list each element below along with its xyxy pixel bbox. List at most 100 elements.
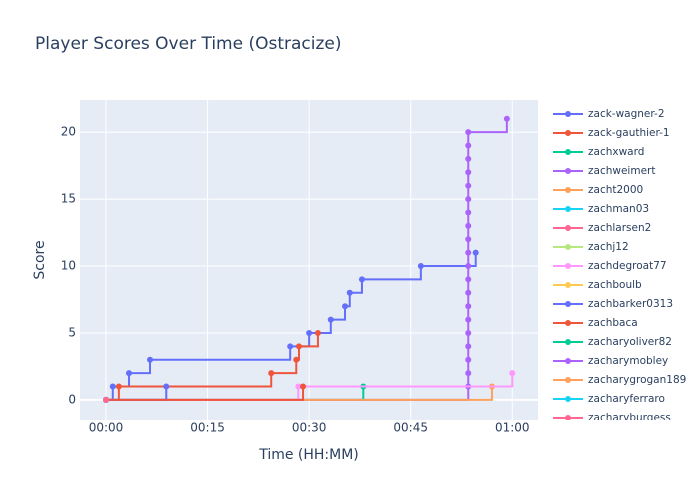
legend-marker [565,377,571,383]
legend-label: zachbaca [588,317,638,329]
legend-item[interactable]: zachweimert [553,165,655,177]
data-point [293,356,300,363]
legend-label: zacharyferraro [588,393,665,405]
legend-item[interactable]: zacharyburgess [553,412,671,424]
legend-marker [565,396,571,402]
data-point [503,115,510,122]
legend-label: zacht2000 [588,184,643,196]
legend-item[interactable]: zacharyoliver82 [553,336,672,348]
data-point [465,303,472,310]
legend-item[interactable]: zachboulb [553,279,642,291]
y-axis-title: Score [32,240,48,279]
legend-marker [565,339,571,345]
legend-marker [565,320,571,326]
legend-item[interactable]: zachman03 [553,203,649,215]
data-point [126,370,133,377]
data-point [465,356,472,363]
data-point [465,249,472,256]
data-point [465,169,472,176]
legend-label: zachlarsen2 [588,222,651,234]
data-point [163,383,170,390]
x-tick-label: 00:45 [393,421,428,435]
legend-label: zachdegroat77 [588,260,667,272]
data-point [509,370,516,377]
legend-item[interactable]: zack-gauthier-1 [553,127,670,139]
data-point [115,383,122,390]
data-point [472,249,479,256]
legend-marker [565,225,571,231]
legend-marker [565,130,571,136]
y-tick-label: 5 [68,325,76,339]
legend-marker [565,168,571,174]
y-tick-label: 0 [68,392,76,406]
chart-title: Player Scores Over Time (Ostracize) [35,34,342,54]
legend-label: zacharyoliver82 [588,336,672,348]
data-point [295,343,302,350]
legend-marker [565,206,571,212]
y-tick-label: 20 [61,125,76,139]
legend-item[interactable]: zachlarsen2 [553,222,651,234]
legend-item[interactable]: zachxward [553,146,644,158]
x-tick-label: 00:15 [190,421,225,435]
series-line [106,386,305,401]
legend-item[interactable]: zacharygrogan189 [553,374,686,386]
legend-label: zachweimert [588,165,655,177]
legend-marker [565,187,571,193]
legend-marker [565,244,571,250]
legend-marker [565,111,571,117]
data-point [465,196,472,203]
data-point [465,370,472,377]
y-tick-label: 15 [61,192,76,206]
legend-label: zacharyburgess [588,412,671,424]
legend-item[interactable]: zachj12 [553,241,629,253]
data-point [300,383,307,390]
data-point [306,329,313,336]
legend-marker [565,263,571,269]
data-point [346,289,353,296]
series-line [106,332,319,401]
data-point [147,356,154,363]
legend-label: zachbarker0313 [588,298,673,310]
legend-marker [565,358,571,364]
legend-item[interactable]: zack-wagner-2 [553,108,665,120]
data-point [465,209,472,216]
legend-marker [565,415,571,420]
data-point [465,142,472,149]
legend-marker [565,282,571,288]
data-point [465,289,472,296]
legend-item[interactable]: zachbaca [553,317,638,329]
legend-marker [565,149,571,155]
data-point [103,396,110,403]
data-point [287,343,294,350]
legend-label: zachboulb [588,279,642,291]
data-point [327,316,334,323]
x-tick-label: 01:00 [495,421,530,435]
plot-area [103,115,516,403]
x-axis-title: Time (HH:MM) [258,447,359,463]
data-point [314,329,321,336]
data-point [109,383,116,390]
legend-label: zack-gauthier-1 [588,127,670,139]
data-point [268,370,275,377]
legend-label: zack-wagner-2 [588,108,665,120]
data-point [465,129,472,136]
legend-marker [565,301,571,307]
legend-item[interactable]: zacht2000 [553,184,643,196]
legend-label: zacharygrogan189 [588,374,686,386]
data-point [465,155,472,162]
legend: zack-wagner-2 zack-gauthier-1 zachxward zac… [553,108,686,424]
x-tick-label: 00:00 [89,421,124,435]
data-point [465,222,472,229]
legend-label: zacharymobley [588,355,668,367]
data-point [465,316,472,323]
legend-item[interactable]: zachbarker0313 [553,298,673,310]
legend-item[interactable]: zacharyferraro [553,393,665,405]
data-point [465,182,472,189]
series-line [106,252,477,401]
legend-item[interactable]: zachdegroat77 [553,260,667,272]
legend-item[interactable]: zacharymobley [553,355,668,367]
data-point [342,303,349,310]
data-point [465,329,472,336]
